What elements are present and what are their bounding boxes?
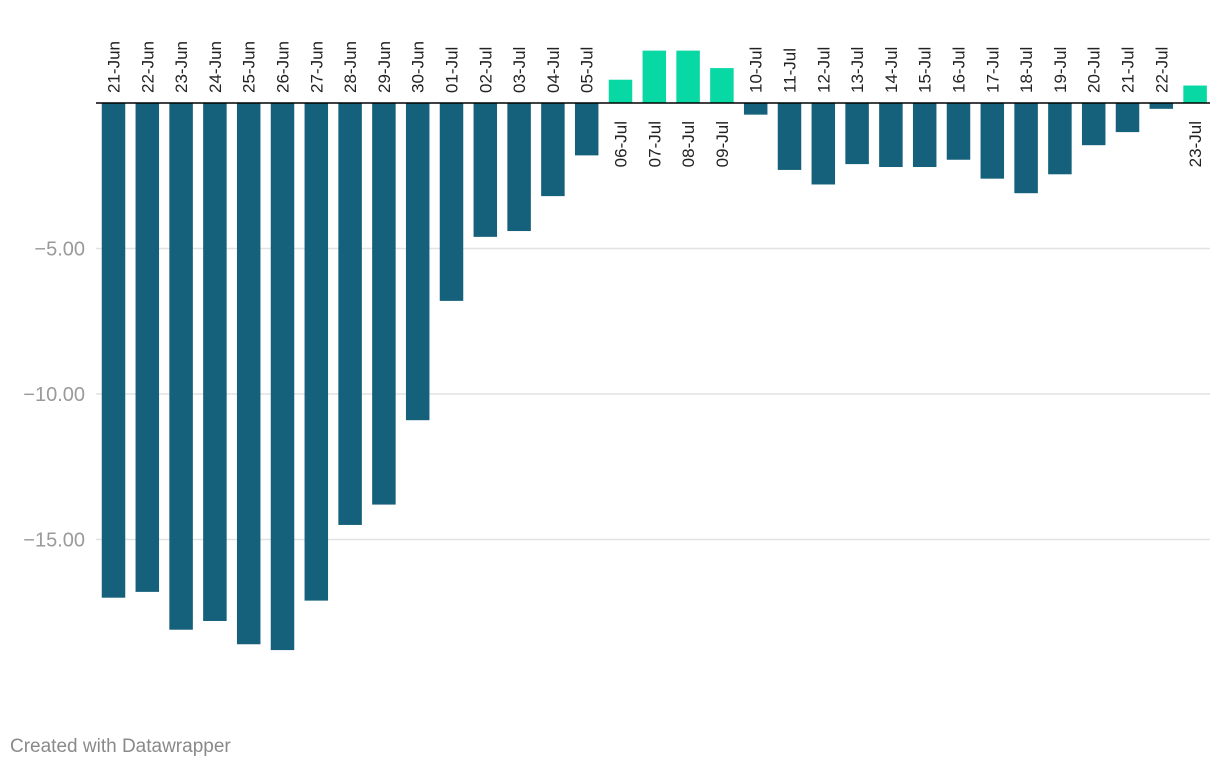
category-label: 23-Jun: [172, 41, 191, 93]
category-label: 15-Jul: [916, 47, 935, 93]
bar: [1115, 103, 1140, 133]
bar: [405, 103, 430, 421]
bar: [1081, 103, 1106, 146]
bar: [912, 103, 937, 168]
category-label: 27-Jun: [307, 41, 326, 93]
category-label: 09-Jul: [713, 121, 732, 167]
bar: [338, 103, 362, 525]
category-label: 02-Jul: [476, 47, 495, 93]
bar: [1183, 85, 1207, 103]
category-label: 21-Jun: [105, 41, 124, 93]
bar: [473, 103, 498, 237]
category-label: 30-Jun: [409, 41, 428, 93]
bar: [980, 103, 1005, 179]
category-label: 25-Jun: [240, 41, 259, 93]
bar: [135, 103, 160, 592]
bar: [845, 103, 869, 165]
category-label: 08-Jul: [679, 121, 698, 167]
category-label: 11-Jul: [781, 48, 800, 93]
bar: [101, 103, 126, 598]
category-label: 26-Jun: [274, 41, 293, 93]
category-label: 14-Jul: [882, 47, 901, 93]
bar: [507, 103, 531, 232]
category-label: 10-Jul: [747, 47, 766, 93]
category-label: 20-Jul: [1085, 47, 1104, 93]
bar: [743, 103, 768, 115]
category-label: 07-Jul: [645, 121, 664, 167]
category-label: 17-Jul: [983, 47, 1002, 93]
category-label: 22-Jul: [1152, 47, 1171, 93]
bar: [203, 103, 227, 621]
category-label: 21-Jul: [1119, 47, 1138, 93]
bar: [574, 103, 599, 156]
bar: [439, 103, 464, 301]
category-label: 12-Jul: [814, 47, 833, 93]
bar: [236, 103, 261, 645]
bar: [608, 79, 633, 103]
category-label: 24-Jun: [206, 41, 225, 93]
bar: [811, 103, 836, 185]
bar: [642, 50, 667, 103]
bar: [1149, 103, 1174, 109]
category-label: 28-Jun: [341, 41, 360, 93]
category-label: 01-Jul: [443, 47, 462, 93]
category-label: 18-Jul: [1017, 47, 1036, 93]
y-tick-label: −5.00: [34, 239, 85, 261]
bar: [1048, 103, 1072, 175]
category-label: 04-Jul: [544, 47, 563, 93]
category-label: 19-Jul: [1051, 47, 1070, 93]
datawrapper-credit: Created with Datawrapper: [10, 736, 231, 757]
bar: [270, 103, 295, 651]
bar: [879, 103, 903, 168]
bar: [372, 103, 396, 505]
y-tick-labels: −5.00 −10.00 −15.00: [23, 239, 85, 552]
category-label: 23-Jul: [1186, 121, 1205, 167]
category-label: 03-Jul: [510, 47, 529, 93]
category-label: 05-Jul: [578, 47, 597, 93]
bar: [946, 103, 971, 160]
bar: [777, 103, 802, 170]
category-label: 22-Jun: [138, 41, 157, 93]
category-label: 16-Jul: [950, 47, 969, 93]
y-tick-label: −15.00: [23, 530, 85, 552]
category-labels: 21-Jun 22-Jun 23-Jun 24-Jun 25-Jun 26-Jun 27-J…: [105, 41, 1206, 167]
bar: [1014, 103, 1038, 194]
category-label: 13-Jul: [848, 47, 867, 93]
y-gridlines: [96, 247, 1210, 541]
bar: [676, 50, 700, 103]
bar: [541, 103, 565, 197]
category-label: 29-Jun: [375, 41, 394, 93]
bar: [710, 68, 734, 103]
bar: [304, 103, 329, 601]
bars: [101, 50, 1207, 651]
y-tick-label: −10.00: [23, 384, 85, 406]
bar: [169, 103, 193, 630]
category-label: 06-Jul: [612, 121, 631, 167]
